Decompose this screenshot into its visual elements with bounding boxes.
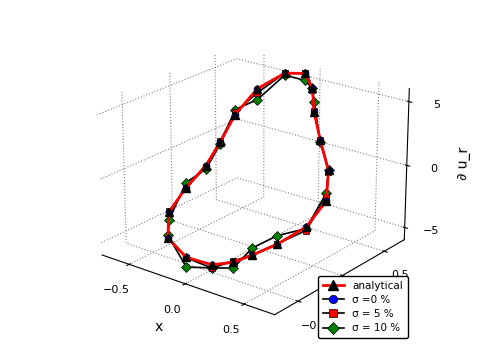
Legend: analytical, σ =0 %, σ = 5 %, σ = 10 %: analytical, σ =0 %, σ = 5 %, σ = 10 % [318, 275, 408, 338]
X-axis label: x: x [154, 320, 162, 334]
Y-axis label: y: y [372, 308, 380, 322]
